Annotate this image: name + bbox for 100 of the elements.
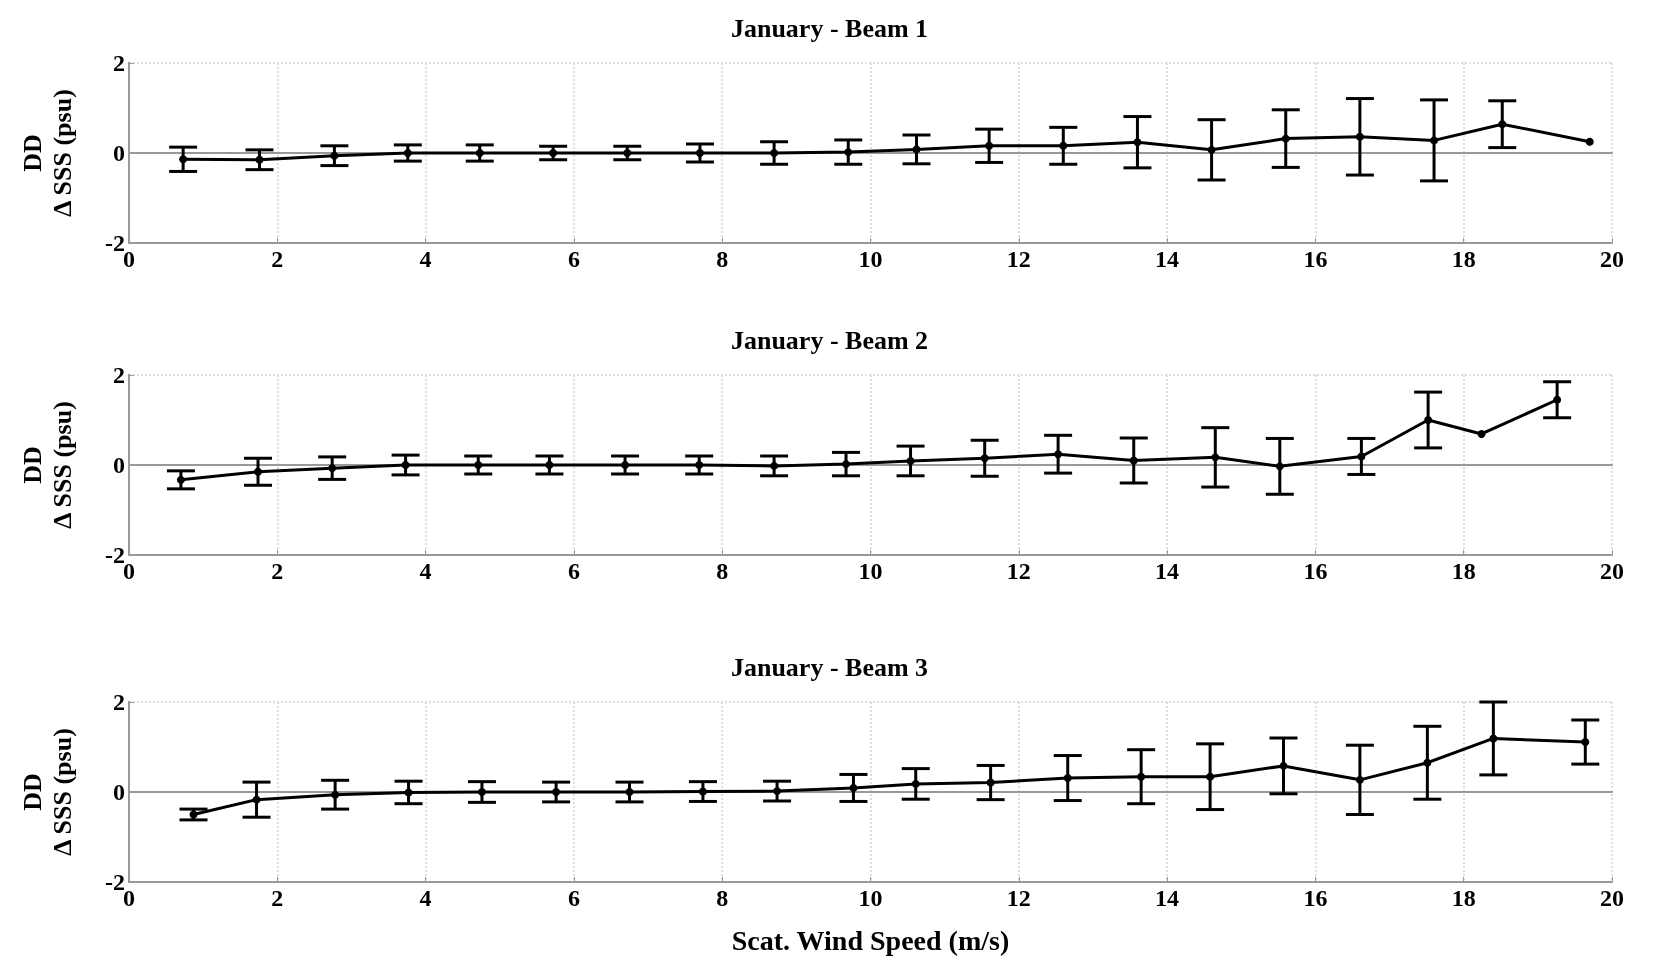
x-tick-label: 8 <box>716 246 729 272</box>
point <box>1498 120 1507 129</box>
x-tick-label: 2 <box>271 246 284 272</box>
y-tick-label: 2 <box>113 689 125 715</box>
point <box>477 788 486 796</box>
x-tick-label: 2 <box>271 558 284 584</box>
point <box>1355 132 1364 141</box>
x-tick-label: 4 <box>419 246 432 272</box>
y-tick-label: 2 <box>113 362 125 388</box>
x-tick-label: 6 <box>567 246 580 272</box>
y-tick-label: 2 <box>113 50 125 76</box>
point <box>1054 450 1063 459</box>
point <box>1137 772 1146 781</box>
point <box>980 454 989 463</box>
x-tick-label: 4 <box>419 885 432 911</box>
point <box>1424 416 1433 424</box>
point <box>1489 734 1498 743</box>
chart-title: January - Beam 1 <box>730 13 929 43</box>
point <box>912 145 921 154</box>
point <box>1430 136 1439 145</box>
y-axis-title: DD Δ SSS (psu) <box>17 401 77 529</box>
x-tick-label: 18 <box>1451 558 1476 584</box>
x-tick-label: 16 <box>1303 246 1328 272</box>
x-tick-label: 6 <box>567 885 580 911</box>
point <box>331 790 340 799</box>
point <box>849 783 858 792</box>
chart-title: January - Beam 2 <box>730 325 929 355</box>
point <box>911 779 920 788</box>
point <box>695 149 704 157</box>
x-tick-label: 20 <box>1600 246 1624 272</box>
point <box>1207 145 1216 154</box>
point <box>1059 141 1068 150</box>
x-tick-label: 14 <box>1155 246 1180 272</box>
y-tick-label: -2 <box>105 542 125 568</box>
y-axis-title: DD Δ SSS (psu) <box>17 728 77 856</box>
y-axis-title: DD Δ SSS (psu) <box>17 89 77 217</box>
x-tick-label: 8 <box>716 885 729 911</box>
x-tick-label: 2 <box>271 885 284 911</box>
point <box>1553 395 1562 404</box>
x-tick-label: 12 <box>1006 885 1031 911</box>
chart-title: January - Beam 3 <box>730 652 929 682</box>
point <box>1063 774 1072 783</box>
point <box>1279 761 1288 770</box>
x-tick-label: 12 <box>1006 246 1031 272</box>
point <box>176 475 185 484</box>
y-tick-label: 0 <box>113 779 125 805</box>
point <box>1206 772 1215 781</box>
point <box>475 149 484 157</box>
point <box>552 788 561 796</box>
x-tick-label: 10 <box>858 558 883 584</box>
point <box>770 149 779 157</box>
point <box>255 155 264 164</box>
x-tick-label: 8 <box>716 558 729 584</box>
x-tick-label: 14 <box>1155 558 1180 584</box>
point <box>986 778 995 787</box>
point <box>179 155 188 164</box>
x-tick-label: 20 <box>1600 558 1624 584</box>
point <box>254 467 263 476</box>
x-tick-label: 20 <box>1600 885 1624 911</box>
point <box>1581 738 1590 747</box>
y-tick-label: -2 <box>105 869 125 895</box>
point <box>545 461 554 469</box>
x-axis-title: Scat. Wind Speed (m/s) <box>731 924 1010 956</box>
x-tick-label: 18 <box>1451 885 1476 911</box>
point <box>330 151 339 160</box>
point <box>328 464 337 473</box>
x-tick-label: 6 <box>567 558 580 584</box>
point <box>1211 453 1220 462</box>
point <box>1129 456 1138 465</box>
point <box>844 148 853 157</box>
point <box>773 787 782 796</box>
point <box>695 461 704 469</box>
point <box>404 788 413 797</box>
point <box>1423 758 1432 767</box>
point <box>1477 429 1486 438</box>
x-tick-label: 16 <box>1303 885 1328 911</box>
x-tick-label: 10 <box>858 885 883 911</box>
point <box>474 461 483 469</box>
x-tick-label: 16 <box>1303 558 1328 584</box>
point <box>1355 775 1364 784</box>
x-tick-label: 12 <box>1006 558 1031 584</box>
point <box>985 141 994 150</box>
point <box>842 460 851 469</box>
y-tick-label: 0 <box>113 140 125 166</box>
y-tick-label: 0 <box>113 452 125 478</box>
point <box>252 795 261 804</box>
point <box>698 787 707 796</box>
point <box>401 461 410 469</box>
x-tick-label: 10 <box>858 246 883 272</box>
point <box>906 456 915 465</box>
point <box>625 788 634 796</box>
point <box>403 149 412 157</box>
point <box>1357 452 1366 461</box>
x-tick-label: 14 <box>1155 885 1180 911</box>
point <box>1133 138 1142 147</box>
x-tick-label: 18 <box>1451 246 1476 272</box>
x-tick-label: 4 <box>419 558 432 584</box>
y-tick-label: -2 <box>105 230 125 256</box>
point <box>770 461 779 470</box>
point <box>621 461 630 469</box>
